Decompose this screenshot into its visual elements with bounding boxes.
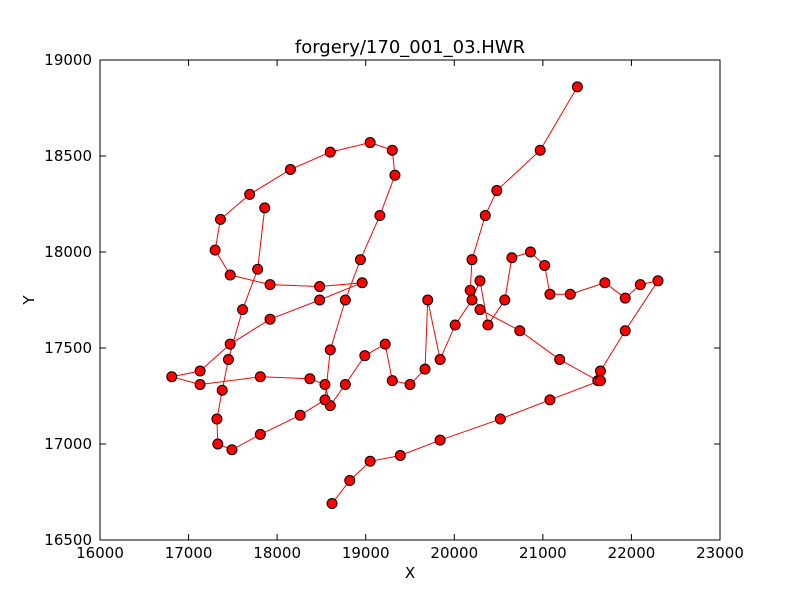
point [284, 163, 296, 175]
point [619, 325, 631, 337]
point [314, 294, 326, 306]
point [314, 281, 326, 293]
point [389, 169, 401, 181]
point [264, 279, 276, 291]
point [319, 394, 331, 406]
point [211, 413, 223, 425]
point [166, 371, 178, 383]
point [339, 294, 351, 306]
point [534, 144, 546, 156]
point [474, 304, 486, 316]
point [364, 137, 376, 149]
x-tick-label: 16000 [76, 544, 124, 562]
point [571, 81, 583, 93]
y-tick-label: 18500 [44, 147, 92, 165]
point [259, 202, 271, 214]
point [499, 294, 511, 306]
y-tick-label: 18000 [44, 243, 92, 261]
point [466, 294, 478, 306]
y-tick-label: 19000 [44, 51, 92, 69]
point [356, 277, 368, 289]
point [422, 294, 434, 306]
point [394, 450, 406, 462]
point [254, 428, 266, 440]
point [652, 275, 664, 287]
point [482, 319, 494, 331]
point [216, 384, 228, 396]
x-tick-label: 18000 [253, 544, 301, 562]
point [237, 304, 249, 316]
point [324, 344, 336, 356]
point [599, 277, 611, 289]
point [594, 365, 606, 377]
y-axis-label: Y [20, 295, 38, 306]
x-tick-label: 23000 [696, 544, 744, 562]
point [214, 213, 226, 225]
point [379, 338, 391, 350]
point [264, 313, 276, 325]
point [506, 252, 518, 264]
x-tick-label: 19000 [342, 544, 390, 562]
point [194, 365, 206, 377]
point [344, 474, 356, 486]
point [254, 371, 266, 383]
y-tick-label: 17000 [44, 435, 92, 453]
x-tick-label: 22000 [608, 544, 656, 562]
point [544, 288, 556, 300]
point [479, 210, 491, 222]
point [222, 354, 234, 366]
point [319, 378, 331, 390]
point [212, 438, 224, 450]
point [339, 378, 351, 390]
point [434, 354, 446, 366]
point [544, 394, 556, 406]
point [466, 254, 478, 266]
x-tick-label: 21000 [519, 544, 567, 562]
point [594, 375, 606, 387]
point [324, 146, 336, 158]
x-tick-label: 17000 [165, 544, 213, 562]
point [404, 378, 416, 390]
point [419, 363, 431, 375]
point [209, 244, 221, 256]
plot-frame [99, 59, 721, 541]
point [386, 144, 398, 156]
point [194, 378, 206, 390]
point [464, 284, 476, 296]
point [224, 338, 236, 350]
point [491, 185, 503, 197]
point [619, 292, 631, 304]
point [359, 350, 371, 362]
y-tick-label: 16500 [44, 531, 92, 549]
point [434, 434, 446, 446]
point [564, 288, 576, 300]
point [354, 254, 366, 266]
point [244, 188, 256, 200]
point [364, 455, 376, 467]
point [449, 319, 461, 331]
point [386, 375, 398, 387]
point [326, 498, 338, 510]
point [494, 413, 506, 425]
point [554, 354, 566, 366]
chart-title: forgery/170_001_03.HWR [295, 37, 525, 58]
point [539, 259, 551, 271]
point [514, 325, 526, 337]
point [474, 275, 486, 287]
x-axis-label: X [405, 564, 415, 582]
y-tick-label: 17500 [44, 339, 92, 357]
point [224, 269, 236, 281]
point [226, 444, 238, 456]
point [374, 210, 386, 222]
point [252, 263, 264, 275]
point [524, 246, 536, 258]
point [304, 373, 316, 385]
point [634, 279, 646, 291]
point [294, 409, 306, 421]
x-tick-label: 20000 [430, 544, 478, 562]
trajectory-line [171, 86, 660, 504]
